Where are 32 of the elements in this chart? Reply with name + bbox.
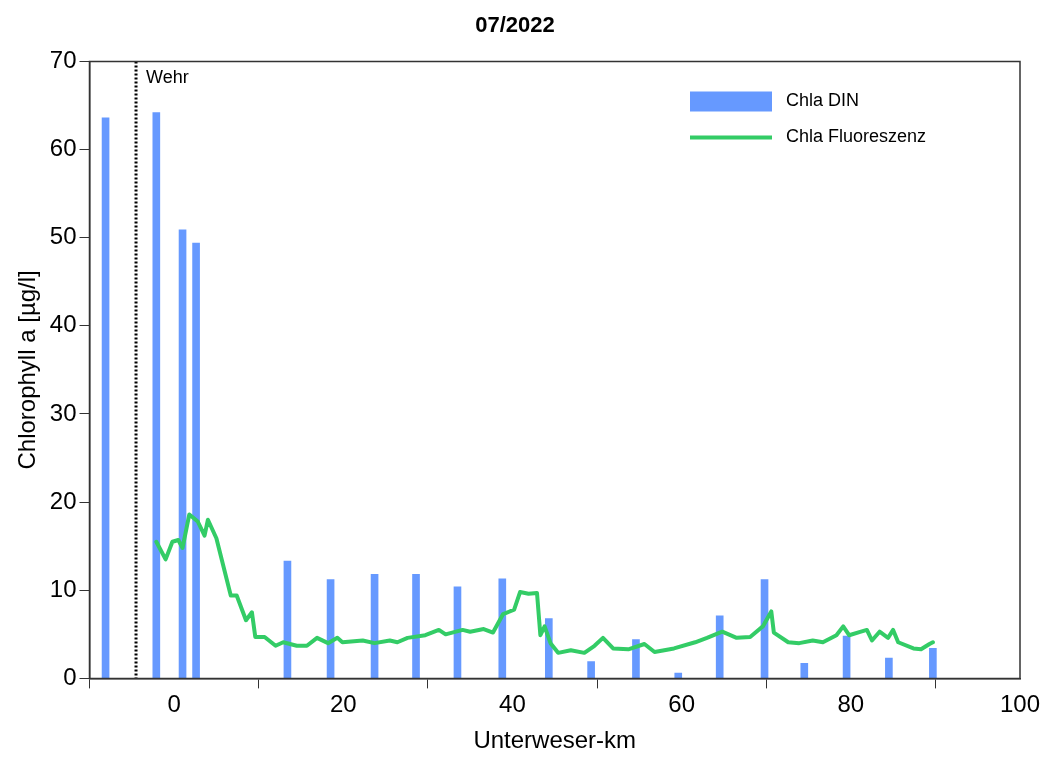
y-tick-label: 60 (49, 134, 77, 162)
bar (498, 578, 507, 679)
bar (152, 112, 161, 679)
bar (715, 615, 724, 679)
y-tick-label: 0 (63, 663, 77, 691)
bar (885, 657, 893, 679)
y-tick-label: 70 (49, 46, 77, 74)
y-tick-label: 50 (49, 222, 77, 250)
x-tick-label: 0 (167, 690, 181, 718)
y-tick-label: 40 (49, 310, 77, 338)
bar (101, 117, 110, 679)
x-tick-label: 40 (499, 690, 526, 718)
y-axis-title: Chlorophyll a [µg/l] (13, 270, 41, 470)
x-axis-title: Unterweser-km (473, 726, 637, 754)
x-tick-label: 20 (329, 690, 357, 718)
bar (800, 663, 809, 679)
bar (929, 648, 937, 679)
chart-title: 07/2022 (475, 12, 555, 38)
bar (587, 661, 595, 679)
ref-line-label: Wehr (146, 67, 189, 88)
bar (412, 574, 420, 679)
y-tick-label: 20 (49, 486, 77, 514)
bar (842, 635, 851, 679)
x-tick-label: 100 (999, 690, 1041, 718)
x-tick-label: 80 (837, 690, 865, 718)
y-tick-label: 30 (49, 398, 77, 426)
y-tick-label: 10 (49, 574, 77, 602)
bar (674, 672, 683, 679)
x-tick-label: 60 (668, 690, 695, 718)
legend-label: Chla DIN (786, 90, 860, 111)
legend-label: Chla Fluoreszenz (786, 126, 927, 147)
bar (192, 242, 200, 679)
